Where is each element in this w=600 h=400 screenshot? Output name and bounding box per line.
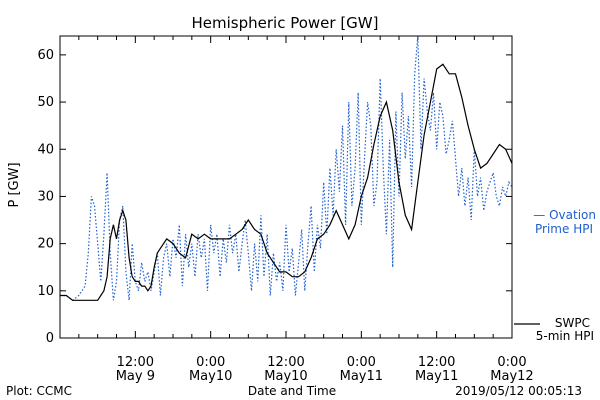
- x-tick-label-date: May12: [490, 369, 533, 384]
- y-tick-label: 0: [46, 331, 54, 346]
- x-axis-label: Date and Time: [248, 384, 336, 398]
- x-tick-label-date: May10: [264, 369, 307, 384]
- x-tick-label-date: May11: [415, 369, 458, 384]
- series-line-swpc: [60, 63, 513, 301]
- y-tick-label: 50: [37, 95, 54, 110]
- legend-ovation-line2: Prime HPI: [535, 222, 593, 236]
- plot-credit: Plot: CCMC: [6, 384, 72, 398]
- y-tick-label: 10: [37, 284, 54, 299]
- x-tick-label-time: 0:00: [347, 355, 376, 370]
- chart-title: Hemispheric Power [GW]: [192, 14, 379, 32]
- y-tick-label: 40: [37, 142, 54, 157]
- y-tick-label: 20: [37, 237, 54, 252]
- y-tick-label: 60: [37, 48, 54, 63]
- y-tick-label: 30: [37, 189, 54, 204]
- legend-ovation-line1: — Ovation: [533, 208, 596, 222]
- x-tick-label-time: 0:00: [196, 355, 225, 370]
- legend-swpc-line2: 5-min HPI: [536, 329, 594, 343]
- x-tick-label-date: May10: [189, 369, 232, 384]
- timestamp: 2019/05/12 00:05:13: [455, 384, 582, 398]
- x-tick-label-date: May 9: [116, 369, 155, 384]
- y-axis-label: P [GW]: [7, 162, 22, 207]
- x-tick-label-time: 0:00: [497, 355, 526, 370]
- x-tick-label-time: 12:00: [117, 355, 154, 370]
- legend-swpc-line1: SWPC: [555, 316, 590, 330]
- x-tick-label-time: 12:00: [418, 355, 455, 370]
- y-axis-ticks: 0 10 20 30 40 50 60: [37, 48, 512, 346]
- x-tick-label-date: May11: [340, 369, 383, 384]
- series-line-ovation-prime: [60, 35, 513, 302]
- x-tick-label-time: 12:00: [267, 355, 304, 370]
